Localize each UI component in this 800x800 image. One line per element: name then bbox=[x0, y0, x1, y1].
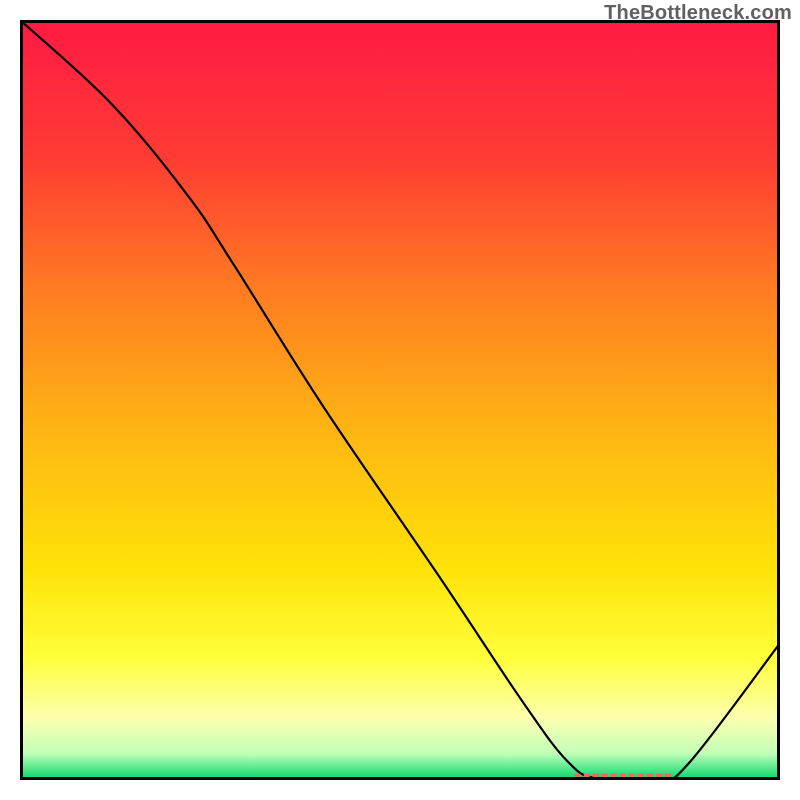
chart-container: TheBottleneck.com bbox=[0, 0, 800, 800]
bottleneck-chart bbox=[20, 20, 780, 780]
chart-svg bbox=[20, 20, 780, 780]
chart-background bbox=[20, 20, 780, 780]
